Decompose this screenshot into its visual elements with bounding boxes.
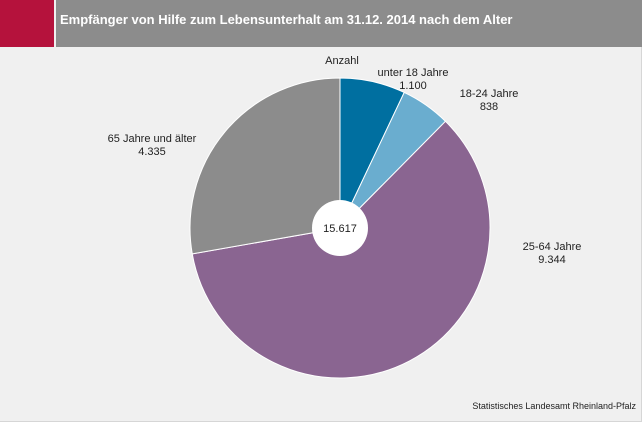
pie-chart: 15.617 Anzahl unter 18 Jahre 1.100 18-24…	[108, 55, 582, 379]
slice-65-plus	[189, 77, 341, 255]
slice-value-under-18: 1.100	[399, 80, 427, 92]
center-hole	[312, 200, 368, 256]
slice-value-18-24: 838	[480, 101, 498, 113]
chart-subtitle: Anzahl	[325, 55, 359, 67]
slice-label-25-64: 25-64 Jahre	[523, 241, 582, 253]
slice-value-25-64: 9.344	[538, 254, 566, 266]
title-bar: Empfänger von Hilfe zum Lebensunterhalt …	[56, 0, 642, 47]
slice-value-65-plus: 4.335	[138, 146, 166, 158]
slice-label-65-plus: 65 Jahre und älter	[108, 133, 197, 145]
slice-label-18-24: 18-24 Jahre	[460, 88, 519, 100]
source-note: Statistisches Landesamt Rheinland-Pfalz	[472, 401, 636, 411]
total-label: 15.617	[323, 223, 357, 235]
chart-title: Empfänger von Hilfe zum Lebensunterhalt …	[60, 12, 513, 27]
slice-label-under-18: unter 18 Jahre	[378, 67, 449, 79]
accent-block	[0, 0, 54, 47]
